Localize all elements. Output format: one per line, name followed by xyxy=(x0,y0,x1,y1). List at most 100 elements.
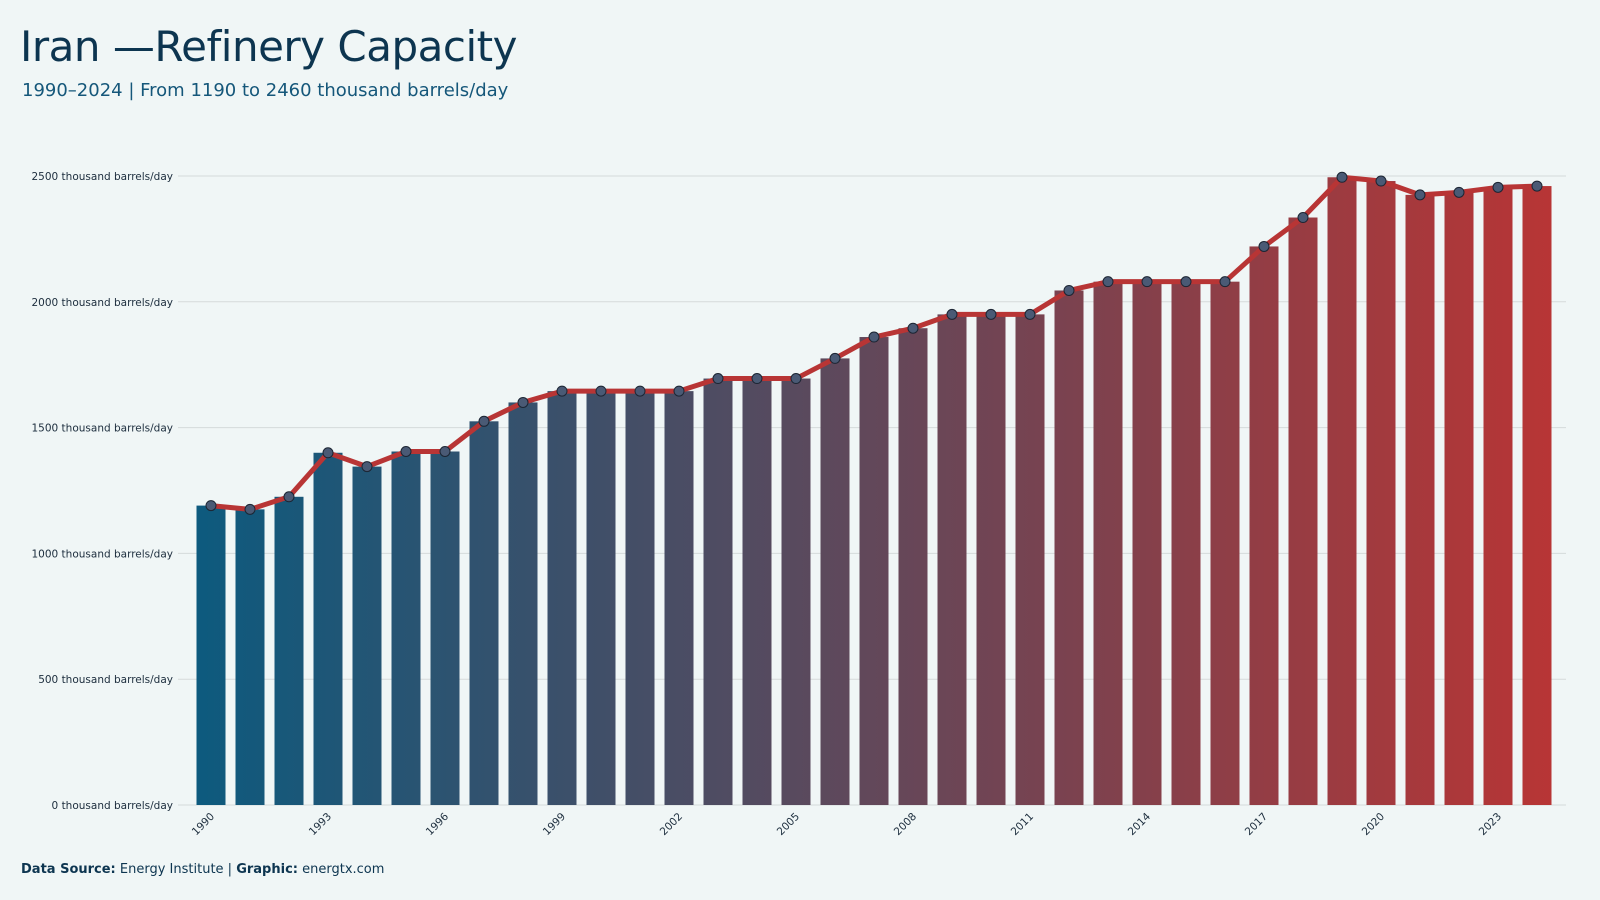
x-tick-label: 2005 xyxy=(775,811,802,838)
bar-1990 xyxy=(196,505,226,805)
point-2017 xyxy=(1258,240,1270,252)
point-1999 xyxy=(556,385,568,397)
y-tick-label: 500 thousand barrels/day xyxy=(38,674,173,686)
bar-2011 xyxy=(1015,314,1045,805)
y-tick-label: 1000 thousand barrels/day xyxy=(32,548,174,560)
x-tick-label: 1999 xyxy=(541,811,568,838)
bar-2016 xyxy=(1210,281,1240,805)
bar-1991 xyxy=(235,509,265,805)
graphic-label: Graphic: xyxy=(236,862,298,877)
bar-1998 xyxy=(508,402,538,805)
point-1990 xyxy=(205,500,217,512)
bar-2013 xyxy=(1093,281,1123,805)
y-axis-ticks: 0 thousand barrels/day 500 thousand barre… xyxy=(32,171,174,812)
point-2002 xyxy=(673,385,685,397)
point-2011 xyxy=(1024,308,1036,320)
point-1992 xyxy=(283,491,295,503)
point-1996 xyxy=(439,446,451,458)
point-2008 xyxy=(907,322,919,334)
bar-1995 xyxy=(391,451,421,805)
bar-2024 xyxy=(1522,186,1552,806)
x-tick-label: 2002 xyxy=(658,811,685,838)
x-tick-label: 1993 xyxy=(307,811,334,838)
bar-2006 xyxy=(820,358,850,805)
bar-2010 xyxy=(976,314,1006,805)
point-1994 xyxy=(361,461,373,473)
bar-1992 xyxy=(274,496,304,805)
bar-2014 xyxy=(1132,281,1162,805)
bar-2015 xyxy=(1171,281,1201,805)
bar-2001 xyxy=(625,391,655,805)
line-markers xyxy=(205,171,1543,515)
point-2014 xyxy=(1141,276,1153,288)
x-tick-label: 2023 xyxy=(1477,811,1504,838)
bar-2021 xyxy=(1405,194,1435,805)
bar-2004 xyxy=(742,378,772,805)
point-2013 xyxy=(1102,276,1114,288)
bar-2019 xyxy=(1327,177,1357,805)
source-value: Energy Institute | xyxy=(119,862,233,877)
point-1998 xyxy=(517,396,529,408)
source-label: Data Source: xyxy=(21,862,116,877)
bar-2017 xyxy=(1249,246,1279,805)
point-2001 xyxy=(634,385,646,397)
bar-2003 xyxy=(703,378,733,805)
bar-2018 xyxy=(1288,217,1318,805)
point-2024 xyxy=(1531,180,1543,192)
point-2020 xyxy=(1375,175,1387,187)
x-axis-ticks: 1990 1993 1996 1999 2002 2005 2008 2011 2014 2017… xyxy=(190,810,1504,838)
bar-1994 xyxy=(352,466,382,805)
point-2015 xyxy=(1180,276,1192,288)
point-2007 xyxy=(868,331,880,343)
bars xyxy=(196,177,1552,806)
graphic-value: energtx.com xyxy=(302,862,385,877)
chart-title: Iran —Refinery Capacity xyxy=(20,22,517,71)
bar-1996 xyxy=(430,451,460,805)
bar-1999 xyxy=(547,391,577,805)
point-2021 xyxy=(1414,189,1426,201)
bar-1993 xyxy=(313,452,343,805)
x-tick-label: 2014 xyxy=(1126,810,1154,838)
point-2022 xyxy=(1453,186,1465,198)
point-2000 xyxy=(595,385,607,397)
point-1995 xyxy=(400,446,412,458)
x-tick-label: 1996 xyxy=(424,810,452,838)
point-1993 xyxy=(322,447,334,459)
point-2019 xyxy=(1336,171,1348,183)
point-2003 xyxy=(712,373,724,385)
bar-2023 xyxy=(1483,187,1513,805)
chart-subtitle: 1990–2024 | From 1190 to 2460 thousand b… xyxy=(22,80,509,101)
point-2023 xyxy=(1492,181,1504,193)
point-2016 xyxy=(1219,276,1231,288)
point-1997 xyxy=(478,415,490,427)
x-tick-label: 2017 xyxy=(1243,811,1270,838)
bar-2012 xyxy=(1054,290,1084,805)
bar-2009 xyxy=(937,314,967,805)
bar-2007 xyxy=(859,337,889,805)
bar-2022 xyxy=(1444,192,1474,805)
footer-credits: Data Source: Energy Institute | Graphic:… xyxy=(21,862,384,877)
point-2005 xyxy=(790,373,802,385)
point-1991 xyxy=(244,503,256,515)
x-tick-label: 2008 xyxy=(892,811,919,838)
point-2004 xyxy=(751,373,763,385)
point-2010 xyxy=(985,308,997,320)
y-tick-label: 2000 thousand barrels/day xyxy=(32,297,174,309)
x-tick-label: 1990 xyxy=(190,811,217,838)
bar-1997 xyxy=(469,421,499,805)
y-tick-label: 2500 thousand barrels/day xyxy=(32,171,174,183)
point-2012 xyxy=(1063,284,1075,296)
bar-2020 xyxy=(1366,181,1396,806)
x-tick-label: 2011 xyxy=(1009,811,1036,838)
point-2006 xyxy=(829,352,841,364)
point-2009 xyxy=(946,308,958,320)
bar-2008 xyxy=(898,328,928,805)
bar-2000 xyxy=(586,391,616,805)
bar-2002 xyxy=(664,391,694,805)
point-2018 xyxy=(1297,212,1309,224)
y-tick-label: 1500 thousand barrels/day xyxy=(32,423,174,435)
y-tick-label: 0 thousand barrels/day xyxy=(52,800,173,812)
x-tick-label: 2020 xyxy=(1360,811,1387,838)
